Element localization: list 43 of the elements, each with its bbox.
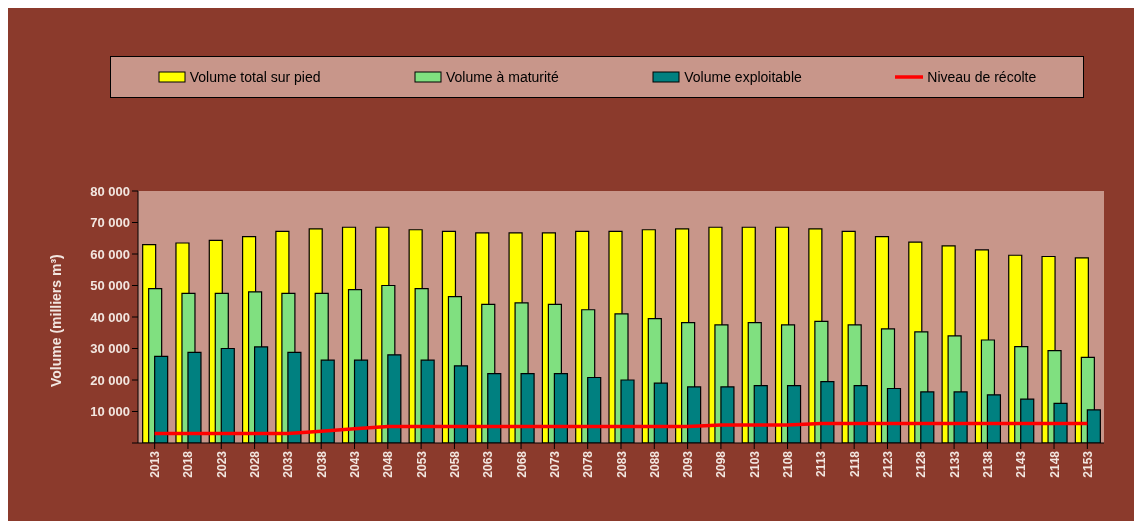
x-tick-label: 2048 xyxy=(381,450,396,478)
x-tick-label: 2103 xyxy=(747,450,762,478)
y-tick-label: 60 000 xyxy=(90,246,130,262)
line-series xyxy=(152,421,1090,436)
y-tick-label: 10 000 xyxy=(90,404,130,420)
y-tick-label: 30 000 xyxy=(90,341,130,357)
x-tick-label: 2028 xyxy=(248,450,263,478)
legend-label: Volume à maturité xyxy=(445,69,559,85)
y-tick-label: 20 000 xyxy=(90,372,130,388)
x-tick-label: 2128 xyxy=(914,450,929,478)
x-tick-label: 2063 xyxy=(481,450,496,478)
x-tick-label: 2113 xyxy=(814,450,829,478)
x-tick-label: 2143 xyxy=(1014,450,1029,478)
x-tick-label: 2068 xyxy=(514,450,529,478)
x-tick-label: 2153 xyxy=(1080,450,1095,478)
x-tick-label: 2043 xyxy=(348,450,363,478)
x-tick-label: 2038 xyxy=(314,450,329,478)
y-tick-label: 80 000 xyxy=(90,183,130,199)
x-tick-label: 2093 xyxy=(681,450,696,478)
x-tick-label: 2058 xyxy=(447,450,462,478)
x-tick-label: 2023 xyxy=(214,450,229,478)
x-tick-label: 2088 xyxy=(647,450,662,478)
y-tick-label: 70 000 xyxy=(90,215,130,231)
x-tick-label: 2053 xyxy=(414,450,429,478)
y-tick-label: 50 000 xyxy=(90,278,130,294)
legend-label: Niveau de récolte xyxy=(927,69,1037,85)
x-tick-label: 2133 xyxy=(947,450,962,478)
x-tick-label: 2148 xyxy=(1047,450,1062,478)
x-tick-label: 2123 xyxy=(881,450,895,478)
legend-label: Volume total sur pied xyxy=(189,69,321,85)
x-tick-label: 2033 xyxy=(281,450,296,478)
legend-label: Volume exploitable xyxy=(684,69,802,85)
x-tick-label: 2108 xyxy=(781,450,796,478)
x-tick-label: 2013 xyxy=(148,450,163,478)
x-tick-label: 2118 xyxy=(847,450,862,478)
y-axis-title: Volume (milliers m³) xyxy=(47,254,64,387)
y-tick-label: 40 000 xyxy=(90,309,130,325)
x-tick-label: 2098 xyxy=(714,450,729,478)
x-tick-label: 2138 xyxy=(980,450,995,478)
x-tick-label: 2083 xyxy=(614,450,629,478)
x-tick-label: 2018 xyxy=(181,450,196,478)
x-tick-label: 2078 xyxy=(581,450,596,478)
x-tick-label: 2073 xyxy=(547,450,562,478)
